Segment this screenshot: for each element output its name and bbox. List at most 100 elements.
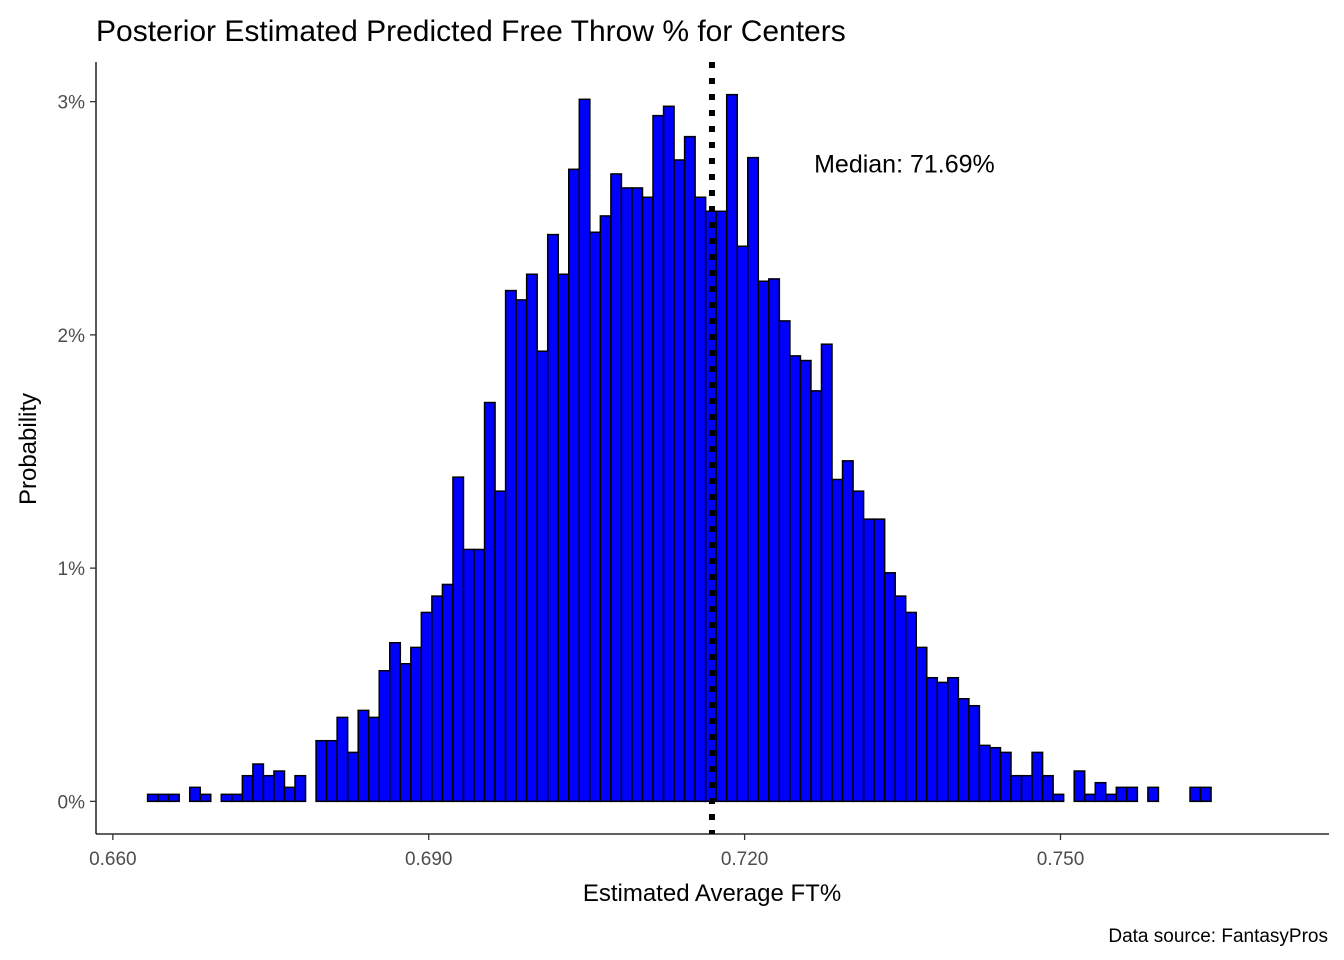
chart-title: Posterior Estimated Predicted Free Throw… [96,15,846,48]
histogram-bar [873,518,886,803]
histogram-bar [883,572,896,803]
x-tick-label: 0.750 [1037,849,1085,870]
histogram-bar [631,187,644,803]
bars-group [146,93,1212,803]
x-ticks-group: 0.660 0.690 0.720 0.750 [89,834,1084,870]
histogram-bar [947,676,960,803]
histogram-bar [241,774,254,803]
histogram-bar [778,320,791,803]
histogram-bar [926,676,939,803]
x-tick-label: 0.660 [89,849,137,870]
histogram-bar [220,793,233,803]
histogram-bar [620,187,633,803]
histogram-bar [894,595,907,803]
histogram-bar [589,231,602,803]
histogram-bar [820,343,833,803]
histogram-bar [841,460,854,803]
histogram-bar [462,548,475,803]
histogram-bar [1020,774,1033,803]
histogram-bar [262,774,275,803]
histogram-bar [346,751,359,803]
histogram-bar [715,210,728,803]
y-tick-label: 1% [58,559,86,580]
histogram-bar [989,746,1002,803]
histogram-bar [399,662,412,803]
histogram-bar [1094,781,1107,803]
y-axis-title: Probability [15,393,42,505]
histogram-bar [431,595,444,803]
x-tick-label: 0.720 [721,849,769,870]
histogram-bar [410,646,423,803]
histogram-bar [694,196,707,803]
median-annotation: Median: 71.69% [814,151,995,179]
y-tick-label: 2% [58,326,86,347]
histogram-bar [725,93,738,803]
histogram-bar [736,245,749,803]
histogram-bar [294,774,307,803]
histogram-bar [862,518,875,803]
histogram-bar [546,233,559,803]
histogram-bar [1105,793,1118,803]
histogram-bar [536,350,549,803]
histogram-bar [252,763,265,803]
histogram-bar [336,716,349,803]
histogram-bar [599,215,612,803]
histogram-bar [673,159,686,803]
histogram-bar [810,390,823,803]
histogram-bar [747,156,760,803]
histogram-bar [325,739,338,803]
histogram-bar [641,196,654,803]
histogram-bar [557,273,570,803]
histogram-bar [494,490,507,803]
histogram-bar [273,770,286,803]
histogram-bar [1115,786,1128,803]
histogram-bar [146,793,159,803]
histogram-bar [483,401,496,803]
histogram-bar [852,490,865,803]
x-axis-title: Estimated Average FT% [583,880,841,907]
histogram-bar [441,583,454,803]
histogram-bar [915,646,928,803]
y-tick-label: 0% [58,792,86,813]
histogram-bar [157,793,170,803]
histogram-bar [1041,774,1054,803]
histogram-bar [515,299,528,803]
histogram-bar [757,280,770,803]
histogram-bar [199,793,212,803]
histogram-bar [1052,793,1065,803]
histogram-bar [936,681,949,803]
histogram-bar [957,697,970,803]
histogram-bar [188,786,201,803]
histogram-bar [1147,786,1160,803]
histogram-bar [357,709,370,803]
histogram-bar [652,114,665,803]
data-source-caption: Data source: FantasyPros [1108,926,1328,947]
histogram-bar [610,173,623,803]
histogram-bar [389,642,402,803]
histogram-bar [473,548,486,803]
histogram-bar [1199,786,1212,803]
histogram-bar [167,793,180,803]
histogram-bar [315,739,328,803]
y-tick-label: 3% [58,93,86,114]
y-ticks-group: 0% 1% 2% 3% [58,93,96,813]
histogram-bar [568,168,581,803]
histogram-bar [831,478,844,803]
histogram-bar [504,289,517,803]
axes-group [95,62,1329,835]
histogram-bar [420,611,433,803]
histogram-bar [704,210,717,803]
histogram-bar [768,278,781,803]
histogram-bar [1010,774,1023,803]
histogram-bar [1083,793,1096,803]
histogram-bar [367,716,380,803]
x-tick-label: 0.690 [405,849,453,870]
histogram-bar [904,611,917,803]
histogram-bar [525,273,538,803]
histogram-bar [378,669,391,803]
histogram-bar [799,359,812,803]
histogram-bar [1189,786,1202,803]
histogram-bar [452,476,465,803]
histogram-bar [283,786,296,803]
